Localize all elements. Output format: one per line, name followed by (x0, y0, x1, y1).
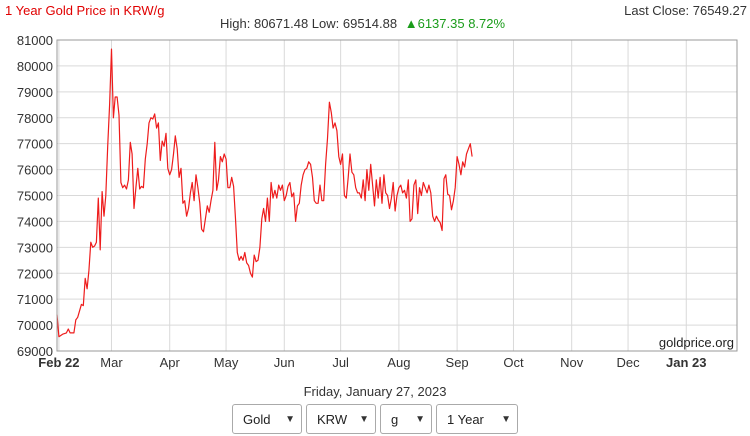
x-tick-label: Mar (100, 355, 123, 370)
x-tick-label: Jan 23 (666, 355, 706, 370)
x-axis-ticks: Feb 22 Mar Apr May Jun Jul Aug Sep Oct Nov Dec Jan … (38, 355, 706, 370)
y-tick-label: 76000 (17, 163, 53, 178)
y-tick-label: 77000 (17, 137, 53, 152)
x-tick-label: Sep (446, 355, 469, 370)
y-tick-label: 72000 (17, 266, 53, 281)
currency-select[interactable]: KRW ▼ (306, 404, 376, 434)
period-select[interactable]: 1 Year ▼ (436, 404, 518, 434)
controls-bar: Gold ▼ KRW ▼ g ▼ 1 Year ▼ (0, 404, 750, 434)
change-indicator: ▲6137.35 8.72% (405, 16, 506, 31)
x-tick-label: Jun (274, 355, 295, 370)
y-tick-label: 81000 (17, 33, 53, 48)
high-low-stats: High: 80671.48 Low: 69514.88 ▲6137.35 8.… (220, 16, 505, 31)
y-tick-label: 75000 (17, 189, 53, 204)
currency-select-value: KRW (317, 411, 348, 427)
y-tick-label: 79000 (17, 85, 53, 100)
metal-select[interactable]: Gold ▼ (232, 404, 302, 434)
chevron-down-icon: ▼ (359, 413, 369, 425)
y-axis-ticks: 69000 70000 71000 72000 73000 74000 75000 76000… (17, 33, 53, 359)
x-tick-label: Apr (160, 355, 181, 370)
x-tick-label: Aug (387, 355, 410, 370)
x-tick-label: Nov (560, 355, 584, 370)
y-tick-label: 78000 (17, 111, 53, 126)
last-close-value: Last Close: 76549.27 (624, 3, 747, 18)
y-tick-label: 70000 (17, 318, 53, 333)
y-tick-label: 73000 (17, 240, 53, 255)
watermark: goldprice.org (659, 335, 734, 350)
x-tick-label: Dec (616, 355, 640, 370)
date-label: Friday, January 27, 2023 (304, 384, 447, 399)
price-line (56, 48, 473, 338)
weight-select[interactable]: g ▼ (380, 404, 432, 434)
chevron-down-icon: ▼ (501, 413, 511, 425)
gold-price-chart: 1 Year Gold Price in KRW/g Last Close: 7… (5, 3, 747, 399)
y-tick-label: 69000 (17, 344, 53, 359)
y-tick-label: 71000 (17, 292, 53, 307)
chevron-down-icon: ▼ (285, 413, 295, 425)
chevron-down-icon: ▼ (415, 413, 425, 425)
y-tick-label: 80000 (17, 59, 53, 74)
y-tick-label: 74000 (17, 214, 53, 229)
price-line-group (56, 48, 473, 338)
x-tick-label: Oct (503, 355, 524, 370)
period-select-value: 1 Year (447, 411, 484, 427)
x-tick-label: Feb 22 (38, 355, 79, 370)
chart-title: 1 Year Gold Price in KRW/g (5, 3, 164, 18)
metal-select-value: Gold (243, 411, 271, 427)
weight-select-value: g (391, 411, 399, 427)
plot-border (56, 39, 738, 352)
high-low-text: High: 80671.48 Low: 69514.88 (220, 16, 397, 31)
x-tick-label: Jul (332, 355, 349, 370)
x-tick-label: May (214, 355, 239, 370)
